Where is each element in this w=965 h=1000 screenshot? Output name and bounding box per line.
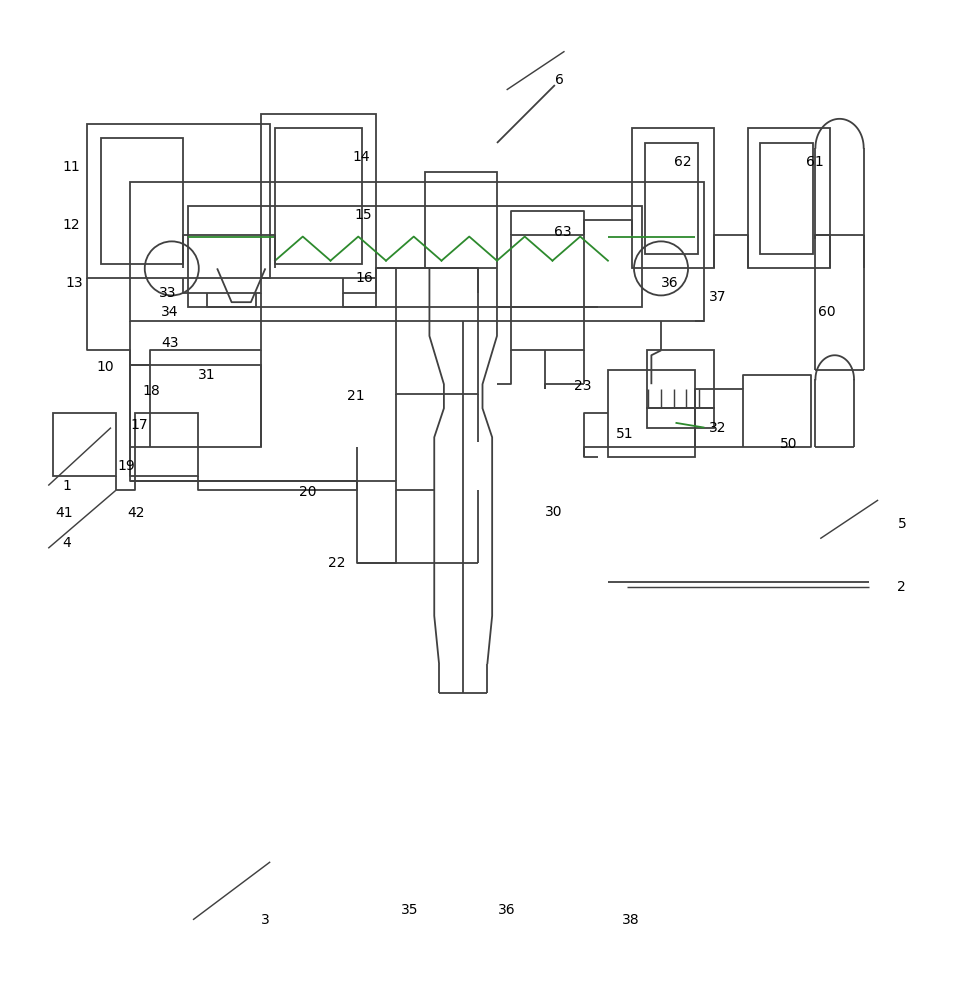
Bar: [425, 172, 497, 268]
Text: 17: 17: [130, 418, 148, 432]
Text: 22: 22: [328, 556, 345, 570]
Bar: [261, 114, 376, 278]
Text: 11: 11: [63, 160, 80, 174]
Text: 4: 4: [63, 536, 71, 550]
Bar: [645, 143, 698, 254]
Text: 41: 41: [55, 506, 72, 520]
Text: 30: 30: [545, 505, 563, 519]
Text: 20: 20: [299, 485, 317, 499]
Text: 12: 12: [63, 218, 80, 232]
Bar: [275, 128, 362, 264]
Text: 36: 36: [661, 276, 678, 290]
Bar: [188, 206, 642, 307]
Text: 38: 38: [622, 913, 640, 927]
Text: 34: 34: [161, 305, 179, 319]
Text: 1: 1: [63, 479, 71, 493]
Bar: [647, 350, 714, 408]
Text: 42: 42: [127, 506, 145, 520]
Text: 50: 50: [780, 437, 797, 451]
Text: 13: 13: [66, 276, 83, 290]
Bar: [511, 235, 584, 350]
Text: 61: 61: [806, 155, 823, 169]
Bar: [130, 182, 704, 321]
Bar: [647, 408, 714, 428]
Text: 32: 32: [709, 421, 727, 435]
Bar: [760, 143, 813, 254]
Text: 21: 21: [347, 389, 365, 403]
Text: 33: 33: [159, 286, 177, 300]
Bar: [608, 370, 695, 457]
Bar: [396, 268, 478, 394]
Text: 60: 60: [818, 305, 836, 319]
Bar: [130, 365, 261, 447]
Text: 5: 5: [897, 517, 906, 531]
Bar: [87, 124, 270, 278]
Text: 10: 10: [96, 360, 114, 374]
Text: 23: 23: [574, 379, 592, 393]
Text: 18: 18: [143, 384, 160, 398]
Text: 19: 19: [118, 459, 135, 473]
Text: 14: 14: [352, 150, 370, 164]
Bar: [748, 128, 830, 268]
Bar: [632, 128, 714, 268]
Text: 37: 37: [709, 290, 727, 304]
Text: 2: 2: [897, 580, 906, 594]
Text: 62: 62: [674, 155, 691, 169]
Bar: [53, 413, 116, 476]
Text: 31: 31: [198, 368, 215, 382]
Text: 36: 36: [498, 903, 515, 917]
Text: 51: 51: [616, 427, 633, 441]
Text: 35: 35: [400, 903, 418, 917]
Text: 3: 3: [261, 913, 269, 927]
Text: 63: 63: [554, 225, 571, 239]
Text: 15: 15: [354, 208, 372, 222]
Text: 16: 16: [355, 271, 372, 285]
Text: 6: 6: [555, 73, 564, 87]
Bar: [101, 138, 183, 264]
Bar: [135, 413, 198, 476]
Text: 43: 43: [161, 336, 179, 350]
